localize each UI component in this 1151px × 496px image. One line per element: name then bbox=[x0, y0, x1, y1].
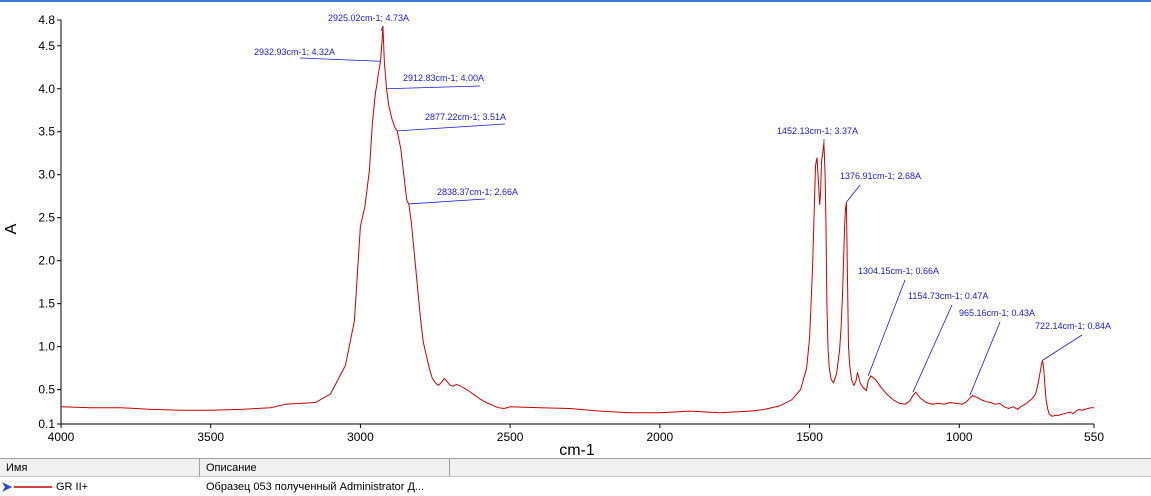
x-tick-label: 3500 bbox=[197, 430, 224, 444]
y-axis-label: A bbox=[3, 223, 20, 234]
annotation-leader-line bbox=[397, 124, 505, 131]
annotation-leader-line bbox=[387, 86, 480, 89]
legend-series-marker-icon bbox=[2, 481, 52, 493]
peak-annotation-label: 1452.13cm-1; 3.37A bbox=[777, 126, 858, 136]
y-tick-label: 4.5 bbox=[38, 39, 55, 53]
chart-ticks: 4000 3500 3000 2500 2000 1500 1000 550 0.1 0.5 1.0… bbox=[38, 13, 1104, 444]
y-tick-label: 3.0 bbox=[38, 168, 55, 182]
legend-header-name[interactable]: Имя bbox=[0, 459, 200, 477]
peak-annotation-label: 1154.73cm-1; 0.47A bbox=[908, 291, 988, 301]
y-tick-label: 2.0 bbox=[38, 254, 55, 268]
peak-annotation-label: 1304.15cm-1; 0.66A bbox=[858, 266, 939, 276]
peak-annotation-label: 2912.83cm-1; 4.00A bbox=[403, 73, 484, 83]
peak-annotation-label: 2925.02cm-1; 4.73A bbox=[328, 13, 409, 23]
annotation-leader-line bbox=[300, 58, 381, 61]
legend-row-description[interactable]: Образец 053 полученный Administrator Д..… bbox=[200, 478, 460, 496]
x-tick-label: 2500 bbox=[497, 430, 524, 444]
x-tick-label: 2000 bbox=[646, 430, 673, 444]
peak-annotation-label: 2932.93cm-1; 4.32A bbox=[254, 47, 335, 57]
y-tick-label: 4.8 bbox=[38, 13, 55, 27]
series-line-gr-ii bbox=[61, 26, 1094, 416]
spectrum-chart[interactable]: 4000 3500 3000 2500 2000 1500 1000 550 0.1 0.5 1.0… bbox=[0, 0, 1151, 458]
x-tick-label: 1500 bbox=[796, 430, 823, 444]
y-tick-label: 0.1 bbox=[38, 417, 55, 431]
y-tick-label: 4.0 bbox=[38, 82, 55, 96]
y-tick-label: 3.5 bbox=[38, 125, 55, 139]
legend-table: Имя Описание GR II+ Образец 053 полученн… bbox=[0, 458, 1151, 496]
y-tick-label: 1.5 bbox=[38, 297, 55, 311]
annotation-leader-line bbox=[846, 185, 860, 202]
x-axis-label: cm-1 bbox=[559, 442, 595, 458]
x-tick-label: 4000 bbox=[48, 430, 75, 444]
peak-annotations: 2925.02cm-1; 4.73A 2932.93cm-1; 4.32A 2912… bbox=[254, 13, 1111, 396]
annotation-leader-line bbox=[970, 322, 1000, 396]
y-tick-label: 1.0 bbox=[38, 340, 55, 354]
y-tick-label: 2.5 bbox=[38, 211, 55, 225]
peak-annotation-label: 2838.37cm-1; 2.66A bbox=[437, 187, 518, 197]
peak-annotation-label: 965.16cm-1; 0.43A bbox=[959, 308, 1035, 318]
x-tick-label: 550 bbox=[1084, 430, 1104, 444]
annotation-leader-line bbox=[1042, 335, 1082, 360]
peak-annotation-label: 2877.22cm-1; 3.51A bbox=[425, 112, 506, 122]
y-tick-label: 0.5 bbox=[38, 383, 55, 397]
legend-header-filler bbox=[450, 459, 1151, 477]
legend-header-description[interactable]: Описание bbox=[200, 459, 450, 477]
x-tick-label: 3000 bbox=[347, 430, 374, 444]
chart-axes bbox=[61, 20, 1094, 424]
x-tick-label: 1000 bbox=[946, 430, 973, 444]
annotation-leader-line bbox=[868, 280, 905, 376]
annotation-leader-line bbox=[409, 199, 485, 204]
peak-annotation-label: 722.14cm-1; 0.84A bbox=[1035, 321, 1111, 331]
annotation-leader-line bbox=[913, 305, 952, 392]
legend-row-name[interactable]: GR II+ bbox=[50, 478, 200, 496]
peak-annotation-label: 1376.91cm-1; 2.68A bbox=[840, 171, 921, 181]
